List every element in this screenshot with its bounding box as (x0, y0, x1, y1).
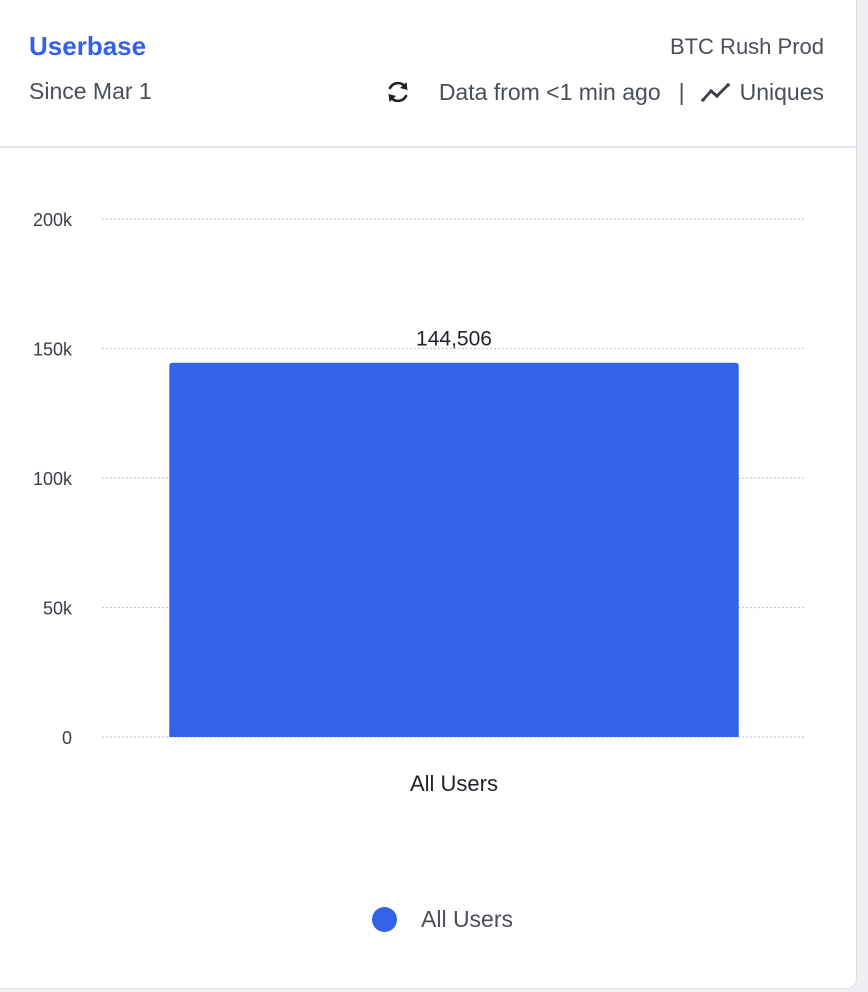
status-row: Data from <1 min ago | Uniques (384, 76, 824, 108)
project-name: BTC Rush Prod (669, 34, 824, 59)
y-tick-label: 150k (33, 340, 73, 360)
bar-chart-svg: 0 50k 100k 150k 200k 144,506 All Users (33, 210, 805, 796)
bar-data-label: 144,506 (416, 328, 492, 351)
x-tick-label: All Users (410, 771, 498, 796)
y-tick-label: 50k (43, 599, 73, 619)
chart-legend[interactable]: All Users (372, 906, 513, 933)
y-tick-label: 200k (33, 210, 73, 230)
separator: | (678, 78, 685, 105)
metric-label: Uniques (739, 78, 824, 105)
date-range-label: Since Mar 1 (29, 78, 152, 104)
y-tick-label: 100k (33, 469, 73, 489)
report-title[interactable]: Userbase (29, 31, 147, 61)
data-freshness: Data from <1 min ago (438, 78, 661, 105)
card-header: Userbase Since Mar 1 BTC Rush Prod Data … (0, 0, 856, 148)
bar-base (169, 733, 739, 737)
metric-selector[interactable]: Uniques (700, 78, 824, 106)
legend-label: All Users (421, 906, 514, 932)
bar-chart: 0 50k 100k 150k 200k 144,506 All Users (0, 150, 856, 989)
refresh-icon[interactable] (384, 78, 412, 106)
y-tick-label: 0 (62, 728, 72, 748)
bar[interactable] (169, 362, 739, 737)
legend-swatch (372, 907, 397, 932)
trend-line-icon (700, 80, 731, 104)
